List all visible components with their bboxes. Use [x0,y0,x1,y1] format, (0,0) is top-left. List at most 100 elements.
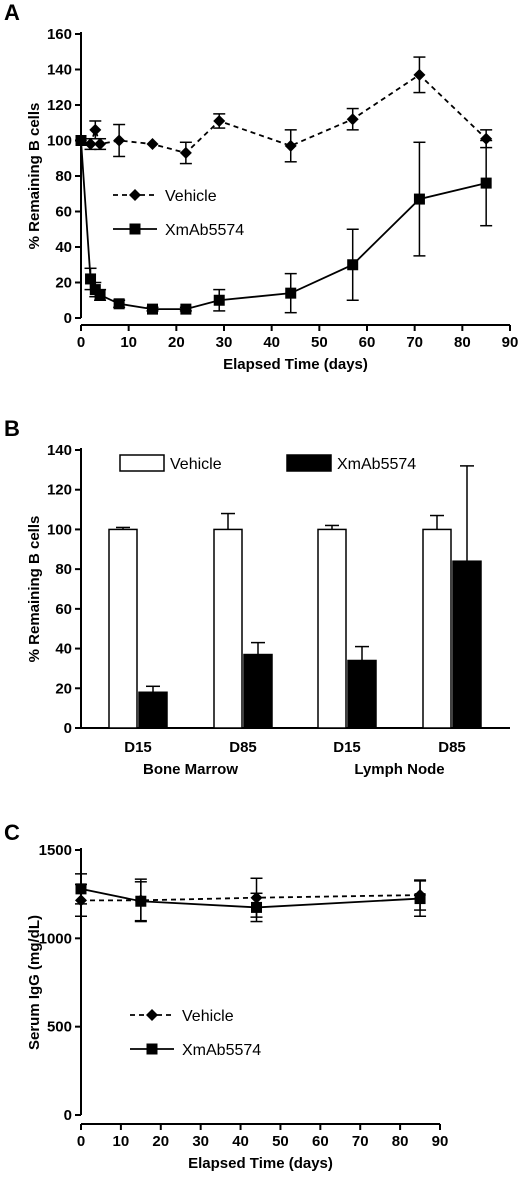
chart-a-x-tick-label: 20 [168,334,185,351]
chart-a-vehicle-point [213,114,226,127]
chart-c-y-tick-label: 500 [47,1019,72,1036]
chart-c-xmab5574-point [135,895,147,907]
chart-b-y-tick-label: 60 [55,601,72,618]
chart-a-legend-xmab5574-label: XmAb5574 [165,222,244,239]
chart-a-xmab5574-point [347,259,359,271]
chart-c-xmab5574-point [75,883,87,895]
chart-c-x-tick-label: 40 [232,1133,249,1150]
chart-a-y-tick-label: 100 [47,133,72,150]
chart-b-category-label: D15 [124,739,152,756]
chart-a-vehicle-point [284,139,297,152]
chart-a-xmab5574-point [147,303,158,315]
chart-b-y-tick-label: 40 [55,641,72,658]
chart-a-vehicle-point [84,138,97,151]
chart-b-y-tick-label: 20 [55,680,72,697]
chart-a-y-tick-label: 40 [55,239,72,256]
chart-a-vehicle-point [413,68,426,81]
chart-b-bar-xmab5574 [452,560,482,729]
chart-a-x-tick-label: 70 [406,334,423,351]
chart-c-x-tick-label: 20 [152,1133,169,1150]
chart-c-legend-vehicle-marker [146,1009,158,1021]
chart-a-xmab5574-point [113,298,125,310]
chart-a-x-tick-label: 90 [502,334,519,351]
chart-b-bar-vehicle [213,528,243,729]
chart-b-y-tick-label: 120 [47,482,72,499]
chart-b-y-tick-label: 0 [64,720,72,737]
chart-b-bar-vehicle [317,528,347,729]
chart-c-x-tick-label: 80 [392,1133,409,1150]
chart-b: 0 20 40 60 80 100 120 140 % Remaining B cells D15… [26,442,510,778]
chart-b-y-tick-label: 140 [47,442,72,459]
chart-c-x-tick-label: 0 [77,1133,85,1150]
chart-a-vehicle-point [94,138,107,151]
chart-a-y-tick-label: 60 [55,204,72,221]
chart-a-vehicle-point [179,146,192,159]
chart-c-x-tick-label: 10 [113,1133,130,1150]
chart-a-vehicle-line [80,73,487,154]
chart-c-x-tick-label: 90 [432,1133,449,1150]
chart-a-x-tick-label: 40 [263,334,280,351]
chart-a-y-tick-label: 20 [55,275,72,292]
chart-c-vehicle-line [81,894,421,902]
chart-a-xmab5574-point [85,273,97,285]
chart-a-y-tick-label: 160 [47,26,72,43]
chart-a-xmab5574-point [213,294,225,306]
chart-a-xmab5574-point [75,135,87,146]
chart-a-x-tick-label: 0 [77,334,85,351]
chart-c: 0 500 1000 1500 0 10 20 30 40 50 60 70 80 90 Elapsed T… [26,842,448,1172]
chart-a: 0 20 40 60 80 100 120 140 160 0 10 20 30 40 50 60 70 80 90… [26,26,518,373]
chart-b-category-label: D15 [333,739,361,756]
chart-a-xmab5574-point [180,303,192,315]
panel-a-letter: A [4,0,20,25]
chart-a-legend-vehicle-marker [129,189,141,201]
chart-c-x-tick-label: 30 [192,1133,209,1150]
chart-b-y-tick-label: 80 [55,561,72,578]
chart-a-x-axis-label: Elapsed Time (days) [223,356,368,373]
panel-b-letter: B [4,416,20,441]
chart-a-y-tick-label: 120 [47,97,72,114]
chart-b-group-label: Bone Marrow [143,761,238,778]
chart-c-legend-vehicle-label: Vehicle [182,1008,234,1025]
chart-b-legend-vehicle-swatch [119,454,165,472]
chart-b-category-label: D85 [229,739,257,756]
chart-a-vehicle-point [480,132,493,145]
chart-a-vehicle-point [89,123,102,136]
chart-c-x-tick-label: 60 [312,1133,329,1150]
chart-a-legend-xmab5574-marker [129,223,141,235]
chart-b-bar-vehicle [108,528,138,729]
chart-a-xmab5574-point [480,177,492,189]
chart-b-y-axis-label: % Remaining B cells [26,516,43,663]
chart-c-x-axis-label: Elapsed Time (days) [188,1155,333,1172]
chart-a-y-tick-label: 140 [47,62,72,79]
chart-a-vehicle-point [346,113,359,126]
chart-a-vehicle-point [146,138,159,151]
chart-c-xmab5574-line [80,887,421,909]
chart-a-xmab5574-point [94,289,106,301]
chart-a-y-tick-label: 80 [55,168,72,185]
chart-c-xmab5574-point [414,893,426,905]
chart-a-x-tick-label: 10 [120,334,137,351]
chart-b-category-label: D85 [438,739,466,756]
chart-b-legend-vehicle-label: Vehicle [170,456,222,473]
chart-a-xmab5574-point [413,193,425,205]
panel-c-letter: C [4,820,20,845]
chart-a-x-tick-label: 50 [311,334,328,351]
chart-b-y-tick-label: 100 [47,521,72,538]
chart-c-xmab5574-point [251,901,263,913]
chart-b-bar-xmab5574 [138,691,168,729]
chart-c-y-tick-label: 0 [64,1107,72,1124]
chart-c-legend-xmab5574-label: XmAb5574 [182,1042,261,1059]
chart-a-vehicle-point [113,134,126,147]
chart-c-x-tick-label: 50 [272,1133,289,1150]
chart-c-y-axis-label: Serum IgG (mg/dL) [26,915,43,1050]
chart-a-x-tick-label: 80 [454,334,471,351]
chart-b-bar-xmab5574 [347,659,377,729]
chart-c-legend-xmab5574-marker [146,1043,158,1055]
chart-a-legend-vehicle-label: Vehicle [165,188,217,205]
chart-c-x-tick-label: 70 [352,1133,369,1150]
chart-b-legend-xmab5574-label: XmAb5574 [337,456,416,473]
chart-c-y-tick-label: 1500 [39,842,72,859]
chart-a-xmab5574-point [285,287,297,299]
chart-a-x-tick-label: 60 [359,334,376,351]
